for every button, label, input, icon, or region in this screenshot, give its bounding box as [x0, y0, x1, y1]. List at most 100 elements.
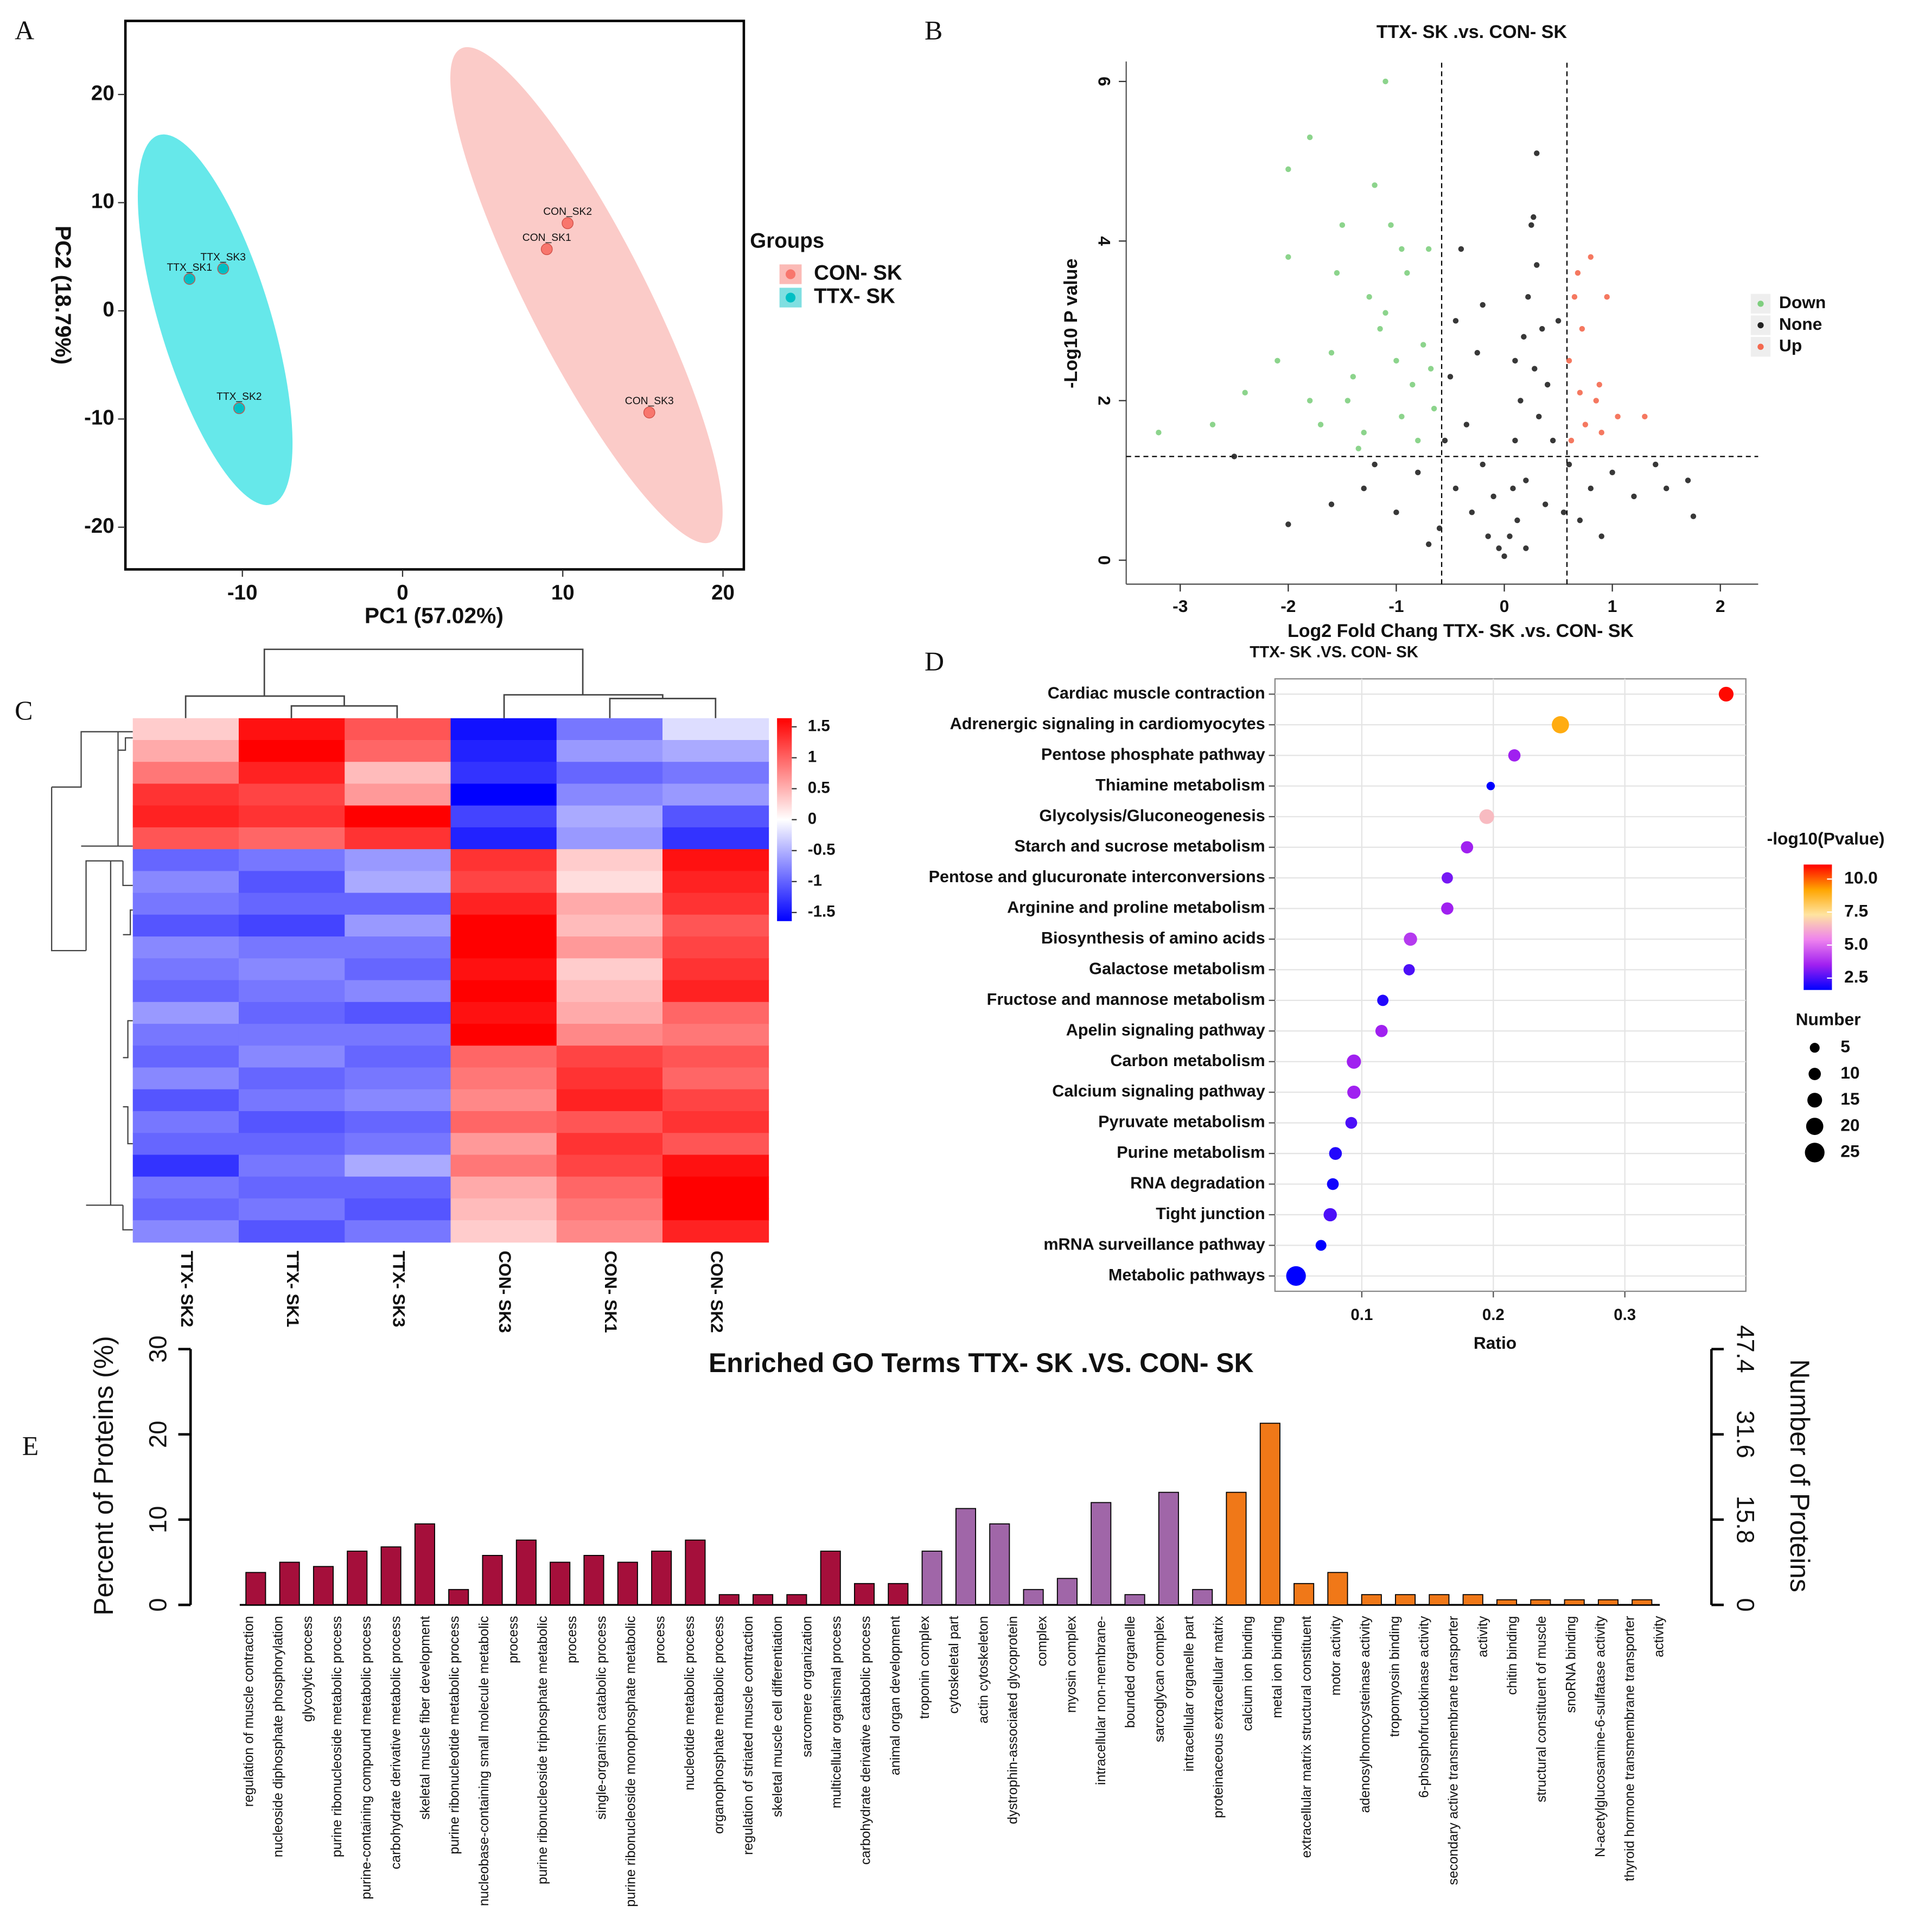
- heat-cell: [450, 871, 557, 894]
- bar: [448, 1589, 469, 1605]
- x-tick-label: metal ion binding: [1270, 1616, 1285, 1718]
- point: [1631, 493, 1637, 500]
- x-tick-label: purine ribonucleotide metabolic process: [447, 1616, 462, 1854]
- legend-label: None: [1779, 314, 1822, 334]
- point: [1339, 222, 1346, 228]
- y2-tick-label: 47.4: [1731, 1325, 1759, 1373]
- x-tick-label: sarcoglycan complex: [1152, 1616, 1167, 1742]
- point: [1531, 214, 1537, 220]
- heat-cell: [662, 1220, 769, 1243]
- chart-title: TTX- SK .VS. CON- SK: [1250, 643, 1418, 661]
- heat-cell: [238, 1002, 346, 1024]
- x-tick-label: adenosylhomocysteinase activity: [1358, 1616, 1373, 1813]
- heat-cell: [450, 936, 557, 959]
- y-tick-label: Carbon metabolism: [1110, 1051, 1265, 1070]
- heat-cell: [450, 1024, 557, 1047]
- point: [1447, 374, 1454, 380]
- bubble: [1329, 1147, 1342, 1160]
- heat-cell: [345, 936, 451, 959]
- group-ellipse: [450, 47, 723, 544]
- heat-cell: [345, 1198, 451, 1221]
- heat-cell: [132, 762, 239, 785]
- point: [233, 402, 245, 415]
- x-tick-label: complex: [1035, 1616, 1050, 1666]
- colorbar-label: 0.5: [808, 779, 830, 796]
- heat-cell: [662, 1089, 769, 1112]
- heat-cell: [238, 1111, 346, 1134]
- y-tick-label: 20: [144, 1421, 172, 1448]
- heat-cell: [345, 892, 451, 915]
- x-tick-label: glycolytic process: [300, 1616, 315, 1721]
- size-key: [1808, 1068, 1821, 1080]
- x-axis-label: Log2 Fold Chang TTX- SK .vs. CON- SK: [1288, 621, 1634, 641]
- heat-cell: [238, 827, 346, 850]
- y-tick-label: 0: [144, 1598, 172, 1611]
- x-tick-label: purine ribonucleoside metabolic process: [329, 1616, 345, 1857]
- heat-cell: [132, 914, 239, 938]
- point: [1404, 270, 1410, 276]
- point: [1425, 541, 1432, 547]
- point: [1415, 469, 1421, 475]
- heat-cell: [450, 1155, 557, 1177]
- x-tick-label: -3: [1173, 596, 1188, 616]
- heat-cell: [238, 762, 346, 785]
- y-tick-label: 10: [91, 190, 114, 213]
- size-label: 20: [1840, 1115, 1859, 1134]
- x-tick-label: proteinaceous extracellular matrix: [1210, 1616, 1226, 1818]
- bar: [279, 1561, 300, 1605]
- point: [1452, 485, 1459, 492]
- x-tick-label: skeletal muscle fiber development: [417, 1616, 432, 1820]
- x-tick-label: carbohydrate derivative metabolic proces…: [388, 1616, 403, 1869]
- heat-cell: [345, 914, 451, 938]
- size-key: [1807, 1093, 1823, 1108]
- point-label: TTX_SK2: [216, 391, 262, 403]
- y-tick-label: 2: [1094, 396, 1114, 406]
- y-tick-label: Thiamine metabolism: [1095, 776, 1265, 794]
- y-tick-label: Fructose and mannose metabolism: [987, 990, 1265, 1009]
- heat-cell: [345, 762, 451, 785]
- colorbar-label: -0.5: [808, 841, 836, 859]
- heat-cell: [662, 914, 769, 938]
- point: [1399, 413, 1405, 420]
- colorbar: [1804, 864, 1832, 990]
- legend-dot: [1757, 322, 1764, 329]
- heat-cell: [132, 1024, 239, 1047]
- point: [1428, 366, 1434, 372]
- bar: [753, 1594, 774, 1605]
- panel-letter: B: [925, 16, 942, 46]
- legend-dot: [785, 292, 796, 303]
- y2-axis-label: Number of Proteins: [1785, 1359, 1815, 1592]
- y-tick-label: Metabolic pathways: [1108, 1266, 1265, 1284]
- heat-cell: [450, 1198, 557, 1221]
- point: [1588, 254, 1594, 260]
- heat-cell: [662, 1155, 769, 1177]
- point: [1534, 150, 1540, 156]
- x-tick-label: 1: [1608, 596, 1617, 616]
- heat-cell: [132, 718, 239, 741]
- point-label: CON_SK2: [543, 206, 592, 218]
- bar: [1530, 1599, 1551, 1605]
- point: [1328, 501, 1335, 507]
- point: [1598, 533, 1604, 539]
- point: [1539, 326, 1545, 332]
- x-tick-label: snoRNA binding: [1563, 1616, 1578, 1713]
- x-tick-label: cytoskeletal part: [946, 1616, 961, 1713]
- point: [1685, 477, 1691, 483]
- heat-cell: [238, 739, 346, 763]
- bubble: [1375, 1024, 1388, 1037]
- heat-cell: [132, 871, 239, 894]
- point: [1382, 310, 1388, 316]
- column-label: TTX- SK3: [389, 1251, 409, 1327]
- heat-cell: [556, 1045, 663, 1068]
- point: [1534, 262, 1540, 268]
- bubble: [1479, 809, 1494, 824]
- point: [1555, 318, 1562, 324]
- bubble: [1377, 994, 1389, 1006]
- colorbar-label: 1.5: [808, 717, 830, 735]
- x-tick-label: nucleotide metabolic process: [682, 1616, 697, 1790]
- y-axis-label: Percent of Proteins (%): [88, 1336, 119, 1615]
- x-tick-label: bounded organelle: [1123, 1616, 1138, 1728]
- point: [1382, 78, 1388, 85]
- point: [1436, 525, 1443, 531]
- heat-cell: [132, 1176, 239, 1199]
